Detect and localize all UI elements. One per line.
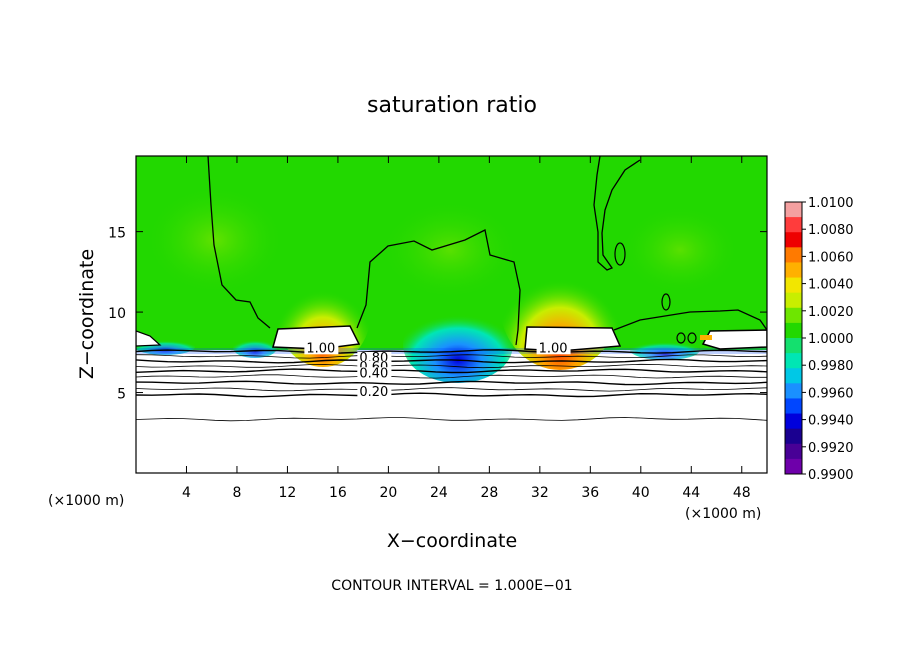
contour-line (136, 349, 767, 354)
contour-label-bg (357, 385, 392, 398)
colorbar-swatch (785, 247, 802, 263)
colorbar-swatch (785, 292, 802, 309)
colorbar-label: 0.9980 (808, 359, 854, 374)
x-tick-label: 20 (379, 485, 397, 501)
colorbar-label: 1.0100 (808, 196, 854, 211)
contour-line (136, 417, 767, 422)
x-tick-label: 16 (329, 485, 347, 501)
contour-label-bg (536, 342, 571, 355)
contour-line (136, 380, 767, 386)
contour-lines (136, 349, 767, 422)
cool-patch-center (403, 307, 513, 383)
colorbar-swatch (785, 413, 802, 430)
colorbar-swatch (785, 217, 802, 233)
contour-line (136, 387, 767, 392)
contour-line (136, 354, 767, 359)
contour-island-3 (676, 332, 686, 344)
x-tick-label: 24 (430, 485, 448, 501)
colorbar-label: 0.9960 (808, 386, 854, 401)
colorbar-swatch (785, 338, 802, 354)
x-tick-label: 28 (480, 485, 498, 501)
contour-label: 1.00 (306, 341, 335, 356)
y-tick-label: 15 (108, 226, 126, 242)
contour-labels: 1.000.800.600.400.201.00 (304, 341, 571, 400)
light-patch-3 (620, 205, 740, 295)
contour-island-1 (614, 242, 626, 266)
contour-label: 0.40 (359, 366, 388, 381)
colorbar-swatch (785, 398, 802, 415)
colorbar-swatch (785, 458, 802, 475)
x-tick-label: 48 (733, 485, 751, 501)
contour-label: 1.00 (539, 341, 568, 356)
cloud-left-edge (136, 330, 162, 347)
field-layer: 1.000.800.600.400.201.00 (136, 156, 767, 473)
colorbar-swatch (785, 262, 802, 279)
x-tick-label: 8 (232, 485, 241, 501)
warm-spot-far-right (700, 335, 712, 340)
colorbar-swatch (785, 232, 802, 248)
y-tick-label: 10 (108, 306, 126, 322)
contour-label-bg (357, 367, 392, 380)
cool-patch-left (233, 338, 277, 358)
colorbar-swatch (785, 322, 802, 339)
colorbar-label: 0.9940 (808, 414, 854, 429)
x-tick-label: 36 (581, 485, 599, 501)
colorbar-swatch (785, 277, 802, 294)
x-tick-label: 44 (682, 485, 700, 501)
contour-line (136, 363, 767, 369)
contour-1-center (356, 229, 521, 346)
contour-label: 0.20 (359, 385, 388, 400)
contour-label-bg (304, 342, 339, 355)
y-tick-label: 5 (117, 387, 126, 403)
colorbar-swatch (785, 368, 802, 384)
chart-title: saturation ratio (367, 93, 537, 118)
colorbar-label: 1.0000 (808, 332, 854, 347)
colorbar-swatch (785, 428, 802, 445)
colorbar-label: 0.9900 (808, 468, 854, 483)
x-unit-left: (×1000 m) (48, 493, 124, 509)
colorbar-swatch (785, 353, 802, 369)
x-axis-title: X−coordinate (387, 530, 517, 552)
contour-line (136, 368, 767, 374)
colorbar-swatch (785, 443, 802, 460)
colorbar-label: 0.9920 (808, 441, 854, 456)
colorbar-swatch (785, 383, 802, 399)
colorbar-label: 1.0080 (808, 223, 854, 238)
contour-1-right (593, 156, 641, 271)
colorbar-label: 1.0020 (808, 305, 854, 320)
colorbar-label: 1.0040 (808, 278, 854, 293)
x-tick-label: 40 (632, 485, 650, 501)
colorbar-swatch (785, 202, 802, 218)
colorbar: 1.0100 1.0080 1.0060 1.0040 1.0020 1.0000 0.99… (784, 196, 854, 483)
colorbar-swatch (785, 307, 802, 324)
light-patch-2 (380, 200, 520, 300)
x-unit-right: (×1000 m) (685, 506, 761, 522)
colorbar-label: 1.0060 (808, 250, 854, 265)
contour-line (136, 358, 767, 364)
x-tick-label: 12 (279, 485, 297, 501)
y-axis: 5 10 15 (108, 226, 767, 403)
contour-island-4 (687, 332, 697, 344)
x-tick-label: 4 (182, 485, 191, 501)
x-tick-label: 32 (531, 485, 549, 501)
contour-interval-note: CONTOUR INTERVAL = 1.000E−01 (331, 578, 572, 594)
contour-line (136, 374, 767, 379)
x-axis: 4 8 12 16 20 24 28 32 36 40 44 48 (182, 156, 751, 501)
contour-line (136, 392, 767, 398)
light-patch-1 (145, 185, 285, 295)
contour-island-2 (661, 293, 671, 311)
plot-frame (135, 155, 768, 474)
contour-1-far-right (613, 309, 767, 331)
contour-1-left (207, 156, 271, 329)
cloud-far-right (701, 329, 767, 350)
y-axis-title: Z−coordinate (76, 249, 98, 379)
